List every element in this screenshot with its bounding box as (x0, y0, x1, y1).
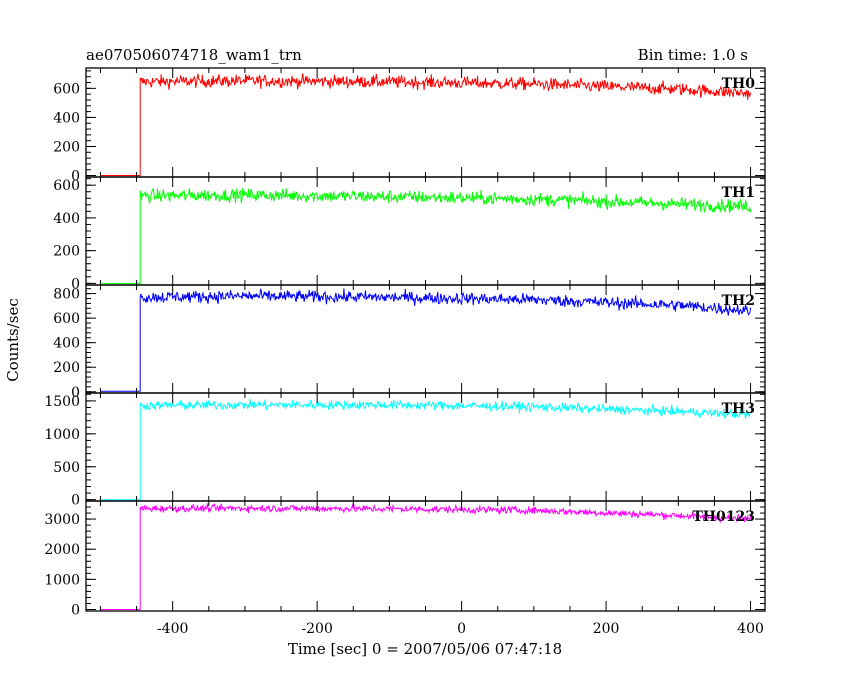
y-tick-label: 3000 (44, 512, 80, 528)
x-tick-label: -200 (301, 621, 332, 637)
y-tick-label: 2000 (44, 542, 80, 558)
y-tick-label: 600 (53, 178, 80, 194)
y-tick-label: 600 (53, 81, 80, 97)
panels-group: 0 200 400 600 TH0 0 200 400 600 TH1 0 200 400 600 800 T… (44, 67, 766, 637)
panel-label-th0123: TH0123 (692, 509, 755, 525)
y-tick-label: 500 (53, 460, 80, 476)
y-tick-label: 0 (71, 493, 80, 509)
series-line-th2 (100, 288, 752, 392)
plot-title: ae070506074718_wam1_trn (86, 46, 302, 64)
x-tick-label: -400 (157, 621, 188, 637)
y-tick-label: 0 (71, 276, 80, 292)
y-tick-label: 1000 (44, 427, 80, 443)
panel-label-th3: TH3 (722, 401, 755, 417)
x-axis-label: Time [sec] 0 = 2007/05/06 07:47:18 (288, 640, 562, 658)
y-tick-label: 1500 (44, 394, 80, 410)
panel-label-th1: TH1 (722, 185, 755, 201)
panel-label-th0: TH0 (722, 76, 756, 92)
y-axis-label: Counts/sec (4, 298, 22, 382)
x-tick-label: 0 (457, 621, 466, 637)
y-tick-label: 200 (53, 139, 80, 155)
series-line-th3 (100, 398, 751, 501)
y-tick-label: 600 (53, 311, 80, 327)
panel-frame-th2 (85, 284, 766, 394)
y-tick-label: 800 (53, 287, 80, 303)
series-line-th1 (100, 188, 752, 284)
x-tick-label: 400 (737, 621, 764, 637)
y-tick-label: 400 (53, 211, 80, 227)
y-tick-label: 0 (71, 385, 80, 401)
x-tick-label: 200 (593, 621, 620, 637)
y-tick-label: 1000 (44, 572, 80, 588)
y-tick-label: 400 (53, 336, 80, 352)
bin-time-label: Bin time: 1.0 s (638, 46, 748, 64)
series-line-th0123 (100, 503, 752, 610)
panel-frame-th1 (85, 176, 766, 286)
y-tick-label: 400 (53, 110, 80, 126)
y-tick-label: 200 (53, 244, 80, 260)
y-tick-label: 0 (71, 602, 80, 618)
series-line-th0 (100, 73, 752, 176)
y-tick-label: 0 (71, 169, 80, 185)
panel-label-th2: TH2 (722, 293, 755, 309)
y-tick-label: 200 (53, 360, 80, 376)
